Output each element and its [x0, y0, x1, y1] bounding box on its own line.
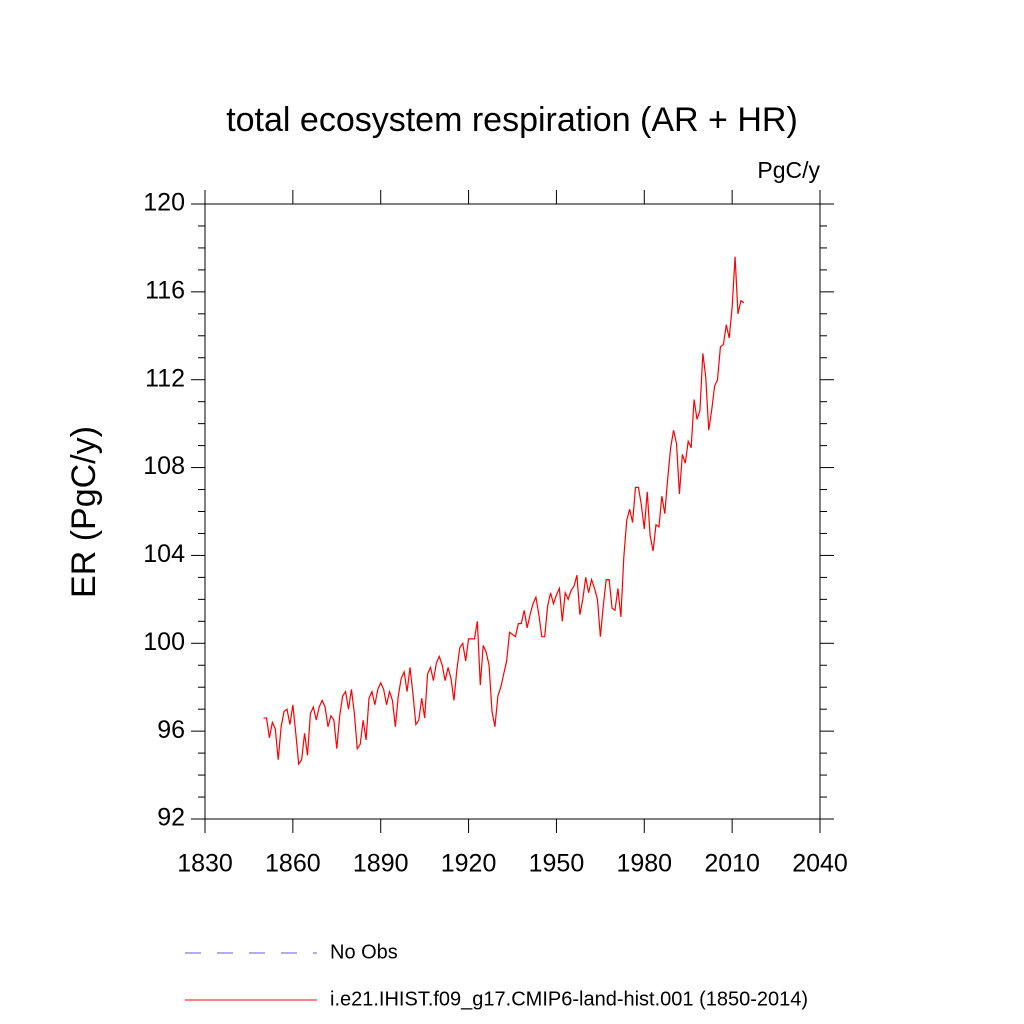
y-tick-label: 112	[145, 364, 185, 392]
y-tick-label: 100	[143, 628, 185, 656]
chart-title: total ecosystem respiration (AR + HR)	[226, 101, 798, 139]
x-tick-label: 2010	[704, 850, 760, 878]
legend-label: i.e21.IHIST.f09_g17.CMIP6-land-hist.001 …	[330, 988, 808, 1010]
y-tick-label: 116	[145, 276, 185, 304]
y-tick-label: 104	[143, 540, 185, 568]
data-line	[263, 256, 745, 766]
y-tick-label: 108	[143, 452, 185, 480]
y-tick-label: 120	[143, 189, 185, 217]
units-label: PgC/y	[757, 157, 820, 183]
x-tick-label: 1980	[616, 850, 672, 878]
x-tick-label: 1950	[529, 850, 585, 878]
x-tick-label: 1830	[177, 850, 233, 878]
x-tick-label: 1890	[353, 850, 409, 878]
y-axis-label: ER (PgC/y)	[65, 426, 103, 598]
x-tick-label: 1920	[441, 850, 497, 878]
x-tick-label: 2040	[792, 850, 848, 878]
x-tick-label: 1860	[265, 850, 321, 878]
legend-label: No Obs	[330, 941, 398, 963]
y-tick-label: 92	[157, 804, 185, 832]
y-tick-label: 96	[157, 716, 185, 744]
plot-frame	[204, 203, 821, 820]
